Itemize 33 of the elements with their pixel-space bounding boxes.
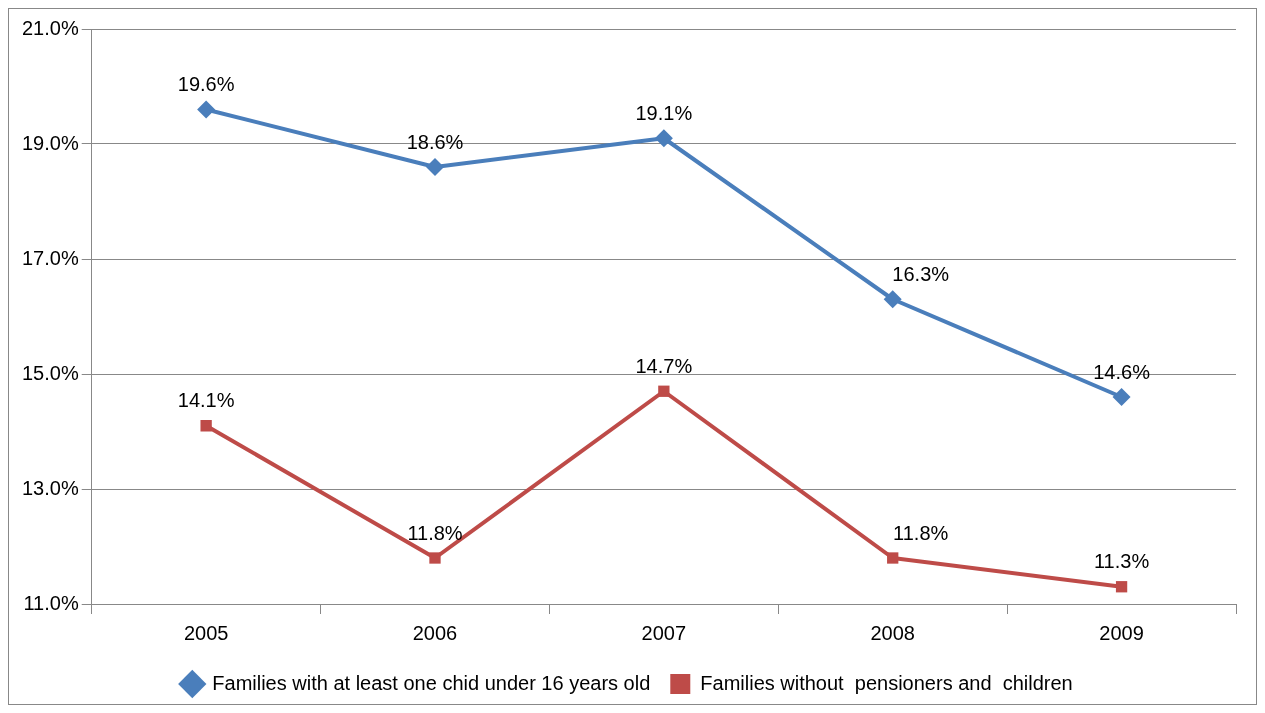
data-label: 14.6% (1093, 360, 1151, 383)
point (429, 552, 441, 564)
point (1115, 581, 1128, 593)
x-tick-label: 2005 (183, 621, 229, 644)
point (658, 385, 670, 397)
data-label: 19.6% (177, 73, 235, 96)
point (1112, 388, 1131, 406)
data-label: 11.8% (407, 521, 463, 544)
y-tick-label: 21.0% (21, 16, 79, 39)
legend-label: Families without pensioners and children (700, 671, 1073, 694)
x-tick-label: 2009 (1099, 621, 1144, 644)
y-tick-label: 15.0% (21, 361, 79, 384)
data-label: 19.1% (635, 101, 693, 124)
data-label: 11.8% (893, 521, 949, 544)
point (654, 129, 673, 148)
point (197, 100, 216, 119)
point (200, 420, 212, 432)
point (887, 552, 899, 564)
data-label: 11.3% (1093, 550, 1150, 573)
x-tick-label: 2007 (641, 621, 687, 644)
y-tick-label: 19.0% (21, 131, 79, 154)
point (426, 158, 444, 176)
data-label: 14.1% (177, 389, 235, 412)
data-label: 16.3% (892, 262, 950, 285)
x-tick-label: 2008 (870, 621, 915, 644)
data-label: 18.6% (406, 130, 464, 153)
x-tick-label: 2006 (412, 621, 458, 644)
data-label: 14.7% (635, 354, 693, 377)
y-tick-label: 11.0% (23, 591, 79, 614)
point (883, 290, 902, 309)
legend-label: Families with at least one chid under 16 years old (212, 671, 651, 694)
y-tick-label: 17.0% (21, 246, 79, 269)
y-tick-label: 13.0% (21, 476, 79, 499)
